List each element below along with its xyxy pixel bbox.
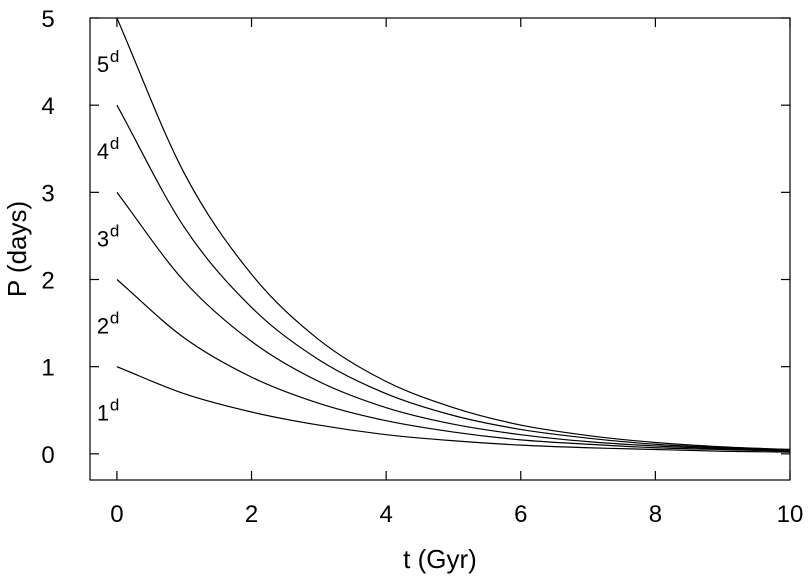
y-axis-title: P (days) — [2, 201, 32, 297]
x-axis-title: t (Gyr) — [403, 544, 477, 574]
series-line — [116, 191, 791, 451]
series-label-superscript: d — [110, 396, 119, 415]
y-tick-label: 4 — [41, 93, 54, 120]
series-line — [116, 104, 791, 451]
x-tick-label: 8 — [649, 501, 662, 528]
series-line — [116, 279, 791, 452]
series-label-superscript: d — [110, 134, 119, 153]
x-tick-label: 6 — [514, 501, 527, 528]
series-label-superscript: d — [110, 47, 119, 66]
y-tick-label: 1 — [41, 355, 54, 382]
y-tick-label: 5 — [41, 6, 54, 33]
y-tick-label: 3 — [41, 180, 54, 207]
y-tick-label: 0 — [41, 442, 54, 469]
x-tick-label: 10 — [777, 501, 804, 528]
series-line — [116, 17, 791, 451]
x-tick-label: 0 — [110, 501, 123, 528]
series-label: 2 — [97, 314, 109, 339]
x-tick-label: 2 — [245, 501, 258, 528]
series-label: 1 — [97, 401, 109, 426]
plot-frame — [89, 17, 791, 481]
series-line — [116, 366, 791, 453]
series-label-superscript: d — [110, 309, 119, 328]
y-tick-label: 2 — [41, 268, 54, 295]
series-label-superscript: d — [110, 221, 119, 240]
series-label: 4 — [97, 139, 109, 164]
series-label: 5 — [97, 52, 109, 77]
x-tick-label: 4 — [379, 501, 392, 528]
series-label: 3 — [97, 226, 109, 251]
